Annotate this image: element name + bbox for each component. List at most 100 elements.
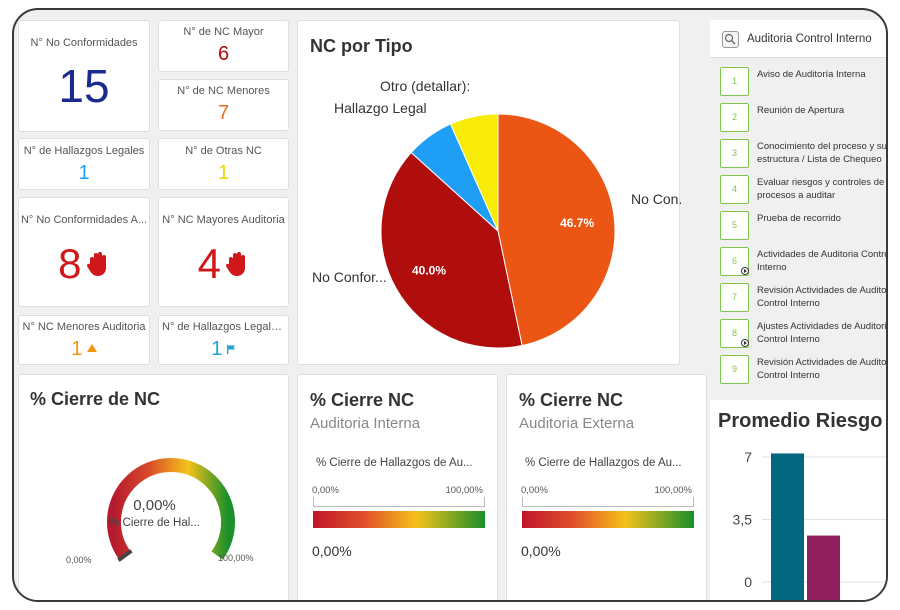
step-number: 5 (720, 211, 749, 240)
step-number: 7 (720, 283, 749, 312)
kpi-label: N° No Conformidades A... (20, 214, 148, 226)
step-item[interactable]: 2 Reunión de Apertura (720, 103, 886, 133)
pie-slice[interactable] (497, 113, 616, 347)
gauge-title: % Cierre de NC (30, 389, 161, 409)
kpi-label: N° de NC Mayor (183, 26, 264, 38)
y-tick-label: 3,5 (733, 512, 753, 528)
pie-data-label: 46.7% (560, 216, 594, 230)
step-item[interactable]: 1 Aviso de Auditoría Interna (720, 67, 886, 97)
step-item[interactable]: 3 Conocimiento del proceso y su estructur… (720, 139, 887, 169)
promedio-card: Promedio Riesgo 7 3,5 0 (710, 400, 888, 602)
kpi-nc-mayor[interactable]: N° de NC Mayor 6 (158, 20, 289, 72)
kpi-value: 8 (58, 240, 82, 287)
cierre-interna-max: 100,00% (445, 485, 483, 496)
kpi-value-row: 4 (159, 240, 288, 288)
kpi-nc-mayores-auditoria[interactable]: N° NC Mayores Auditoria 4 (158, 197, 289, 307)
step-item[interactable]: 5 Prueba de recorrido (720, 211, 886, 241)
step-item[interactable]: 6 Actividades de Auditoria Control Intern… (720, 247, 888, 277)
gauge-chart[interactable] (19, 375, 290, 602)
gauge-card: % Cierre de NC 0,00% % Cierre de Hal... … (18, 374, 290, 602)
kpi-value: 7 (217, 102, 230, 124)
step-number: 9 (720, 355, 749, 384)
gauge-max: 100,00% (218, 553, 254, 563)
kpi-label: N° NC Mayores Auditoria (162, 214, 285, 226)
cierre-interna-axis (313, 497, 485, 507)
pie-title: NC por Tipo (310, 36, 413, 56)
step-label: Evaluar riesgos y controles de procesos … (757, 177, 885, 201)
pie-category-label: Otro (detallar): (380, 78, 470, 94)
kpi-nc-auditoria[interactable]: N° No Conformidades A... 8 (18, 197, 150, 307)
play-icon (741, 339, 749, 347)
pie-chart[interactable]: 46.7% No Con... 40.0% No Confor... Hallazgo … (298, 21, 681, 366)
kpi-label: N° de NC Menores (177, 85, 270, 97)
step-label: Conocimiento del proceso y su estructura… (757, 141, 887, 165)
kpi-value-row: 8 (19, 240, 149, 288)
step-label: Aviso de Auditoría Interna (757, 69, 866, 80)
cierre-externa-min: 0,00% (521, 485, 548, 496)
step-number: 2 (720, 103, 749, 132)
cierre-interna-card: % Cierre NC Auditoria Interna % Cierre d… (297, 374, 498, 600)
cierre-externa-title: % Cierre NC (519, 390, 624, 410)
kpi-value: 1 (217, 162, 230, 184)
cierre-interna-bar[interactable] (313, 511, 485, 528)
pie-slice[interactable] (449, 113, 499, 232)
bar[interactable] (771, 453, 804, 602)
pie-data-label: 40.0% (412, 264, 446, 278)
step-label: Ajustes Actividades de Auditoria Control… (757, 321, 888, 345)
step-label: Reunión de Apertura (757, 105, 845, 116)
step-item[interactable]: 8 Ajustes Actividades de Auditoria Contro… (720, 319, 888, 349)
cierre-externa-label: % Cierre de Hallazgos de Au... (525, 457, 682, 469)
y-tick-label: 0 (744, 574, 752, 590)
step-number: 8 (720, 319, 749, 348)
kpi-otras-nc[interactable]: N° de Otras NC 1 (158, 138, 289, 190)
steps-header: Auditoria Control Interno (710, 20, 886, 58)
kpi-label: N° NC Menores Auditoria (22, 321, 146, 333)
kpi-no-conformidades[interactable]: N° No Conformidades 15 (18, 20, 150, 132)
search-label[interactable]: Auditoria Control Interno (747, 33, 872, 45)
kpi-label: N° No Conformidades (30, 37, 138, 49)
kpi-value-row: 1 (159, 338, 288, 361)
cierre-interna-subtitle: Auditoria Interna (310, 415, 421, 432)
dashboard-frame: N° No Conformidades 15 N° de NC Mayor 6 … (12, 8, 888, 602)
kpi-nc-menores-auditoria[interactable]: N° NC Menores Auditoria 1 (18, 315, 150, 365)
kpi-value: 1 (71, 338, 83, 360)
step-label: Actividades de Auditoria Control Interno (757, 249, 888, 273)
cierre-externa-card: % Cierre NC Auditoria Externa % Cierre d… (506, 374, 707, 600)
kpi-label: N° de Hallazgos Legales (23, 145, 145, 157)
cierre-externa-axis (522, 497, 694, 507)
step-item[interactable]: 4 Evaluar riesgos y controles de procesos… (720, 175, 886, 205)
kpi-label: N° de Hallazgos Legales... (162, 321, 288, 333)
flag-icon (226, 345, 235, 354)
bar[interactable] (807, 535, 840, 602)
pie-card: NC por Tipo 46.7% No Con... 40.0% No Confor… (297, 20, 681, 366)
step-label: Revisión Actividades de Auditoria Contro… (757, 285, 888, 309)
gauge-label: % Cierre de Hal... (109, 517, 200, 529)
gauge-min: 0,00% (66, 555, 92, 565)
cierre-interna-label: % Cierre de Hallazgos de Au... (316, 457, 473, 469)
cierre-interna-title: % Cierre NC (310, 390, 415, 410)
search-icon[interactable] (722, 31, 739, 48)
promedio-chart[interactable]: 73,50 (710, 400, 888, 602)
step-number: 4 (720, 175, 749, 204)
play-icon (741, 267, 749, 275)
triangle-up-icon (86, 344, 97, 352)
cierre-externa-bar[interactable] (522, 511, 694, 528)
kpi-nc-menores[interactable]: N° de NC Menores 7 (158, 79, 289, 131)
hand-stop-icon (226, 252, 246, 276)
step-label: Revisión Actividades de Auditoria Contro… (757, 357, 888, 381)
kpi-hallazgos-legales[interactable]: N° de Hallazgos Legales 1 (18, 138, 150, 190)
kpi-value-row: 1 (19, 338, 149, 361)
kpi-value: 4 (197, 240, 221, 287)
kpi-label: N° de Otras NC (185, 145, 262, 157)
kpi-hallazgos-legales-auditoria[interactable]: N° de Hallazgos Legales... 1 (158, 315, 289, 365)
pie-category-label: Hallazgo Legal (334, 100, 427, 116)
step-item[interactable]: 9 Revisión Actividades de Auditoria Contr… (720, 355, 888, 385)
pie-slice[interactable] (380, 151, 523, 349)
gauge-value: 0,00% (133, 497, 176, 514)
step-number: 3 (720, 139, 749, 168)
pie-category-label: No Con... (631, 191, 681, 207)
y-tick-label: 7 (744, 449, 752, 465)
step-item[interactable]: 7 Revisión Actividades de Auditoria Contr… (720, 283, 888, 313)
steps-divider (710, 57, 886, 58)
cierre-interna-value: 0,00% (312, 543, 352, 559)
